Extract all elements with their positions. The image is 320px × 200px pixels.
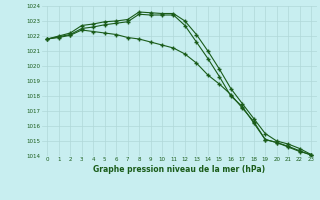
X-axis label: Graphe pression niveau de la mer (hPa): Graphe pression niveau de la mer (hPa) [93, 165, 265, 174]
